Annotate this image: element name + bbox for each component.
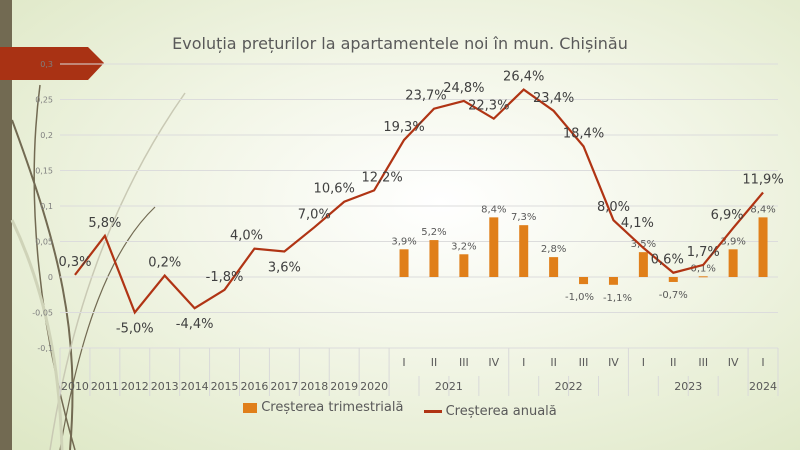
bar (549, 257, 559, 277)
bar (459, 254, 469, 277)
bar (758, 217, 768, 277)
x-group-label: 2022 (555, 380, 583, 393)
bar (399, 249, 409, 277)
chart-title: Evoluția prețurilor la apartamentele noi… (172, 34, 628, 53)
line-data-label: 3,6% (268, 260, 301, 275)
x-group-label: 2024 (749, 380, 777, 393)
line-data-label: 8,0% (597, 200, 630, 215)
line-data-label: 0,6% (651, 253, 684, 268)
x-tick-label-quarter: III (579, 356, 589, 369)
y-tick-label: 0 (48, 273, 53, 282)
bar-data-label: 7,3% (511, 212, 536, 223)
x-tick-label-quarter: IV (488, 356, 499, 369)
y-tick-label: 0,3 (40, 60, 53, 69)
bar-data-label: 3,5% (631, 239, 656, 250)
legend-item-quarterly: Creșterea trimestrială (243, 400, 403, 415)
line-data-label: 4,0% (230, 229, 263, 244)
line-data-label: 23,4% (533, 91, 574, 106)
y-tick-label: 0,1 (40, 202, 53, 211)
legend: Creșterea trimestrială Creșterea anuală (0, 400, 800, 419)
bar-data-label: 8,4% (481, 204, 506, 215)
x-tick-label-year: 2019 (330, 380, 358, 393)
x-tick-label-year: 2014 (181, 380, 209, 393)
x-group-label: 2021 (435, 380, 463, 393)
line-data-label: 22,3% (468, 99, 509, 114)
x-tick-label-year: 2013 (151, 380, 179, 393)
x-tick-label-quarter: I (761, 356, 764, 369)
x-tick-label-quarter: II (431, 356, 438, 369)
annual-growth-line (74, 88, 764, 315)
bar-data-label: 0,1% (691, 263, 716, 274)
bar (489, 217, 499, 277)
line-data-label: 4,1% (621, 216, 654, 231)
line-data-label: 23,7% (405, 89, 446, 104)
bar (728, 249, 738, 277)
line-data-label: 24,8% (443, 81, 484, 96)
x-tick-label-year: 2017 (270, 380, 298, 393)
line-data-label: 0,2% (148, 256, 181, 271)
legend-swatch-line (423, 409, 442, 413)
y-tick-label: 0,2 (40, 131, 53, 140)
y-tick-label: -0,1 (37, 344, 53, 353)
line-data-label: 12,2% (361, 170, 402, 185)
x-tick-label-year: 2020 (360, 380, 388, 393)
x-tick-label-quarter: III (459, 356, 469, 369)
bar (608, 277, 618, 285)
x-tick-label-quarter: I (402, 356, 405, 369)
x-tick-label-quarter: I (642, 356, 645, 369)
line-data-label: -5,0% (116, 322, 154, 337)
line-data-label: 19,3% (383, 120, 424, 135)
bar-data-label: -1,1% (603, 293, 632, 304)
line-data-label: 0,3% (58, 255, 91, 270)
x-tick-label-year: 2018 (300, 380, 328, 393)
x-tick-label-year: 2010 (61, 380, 89, 393)
y-tick-label: -0,05 (32, 309, 53, 318)
bar-data-label: 3,2% (451, 241, 476, 252)
bar-data-label: -1,0% (565, 292, 594, 303)
bar-data-label: 8,4% (750, 204, 775, 215)
bar-data-label: -0,7% (659, 290, 688, 301)
legend-label: Creșterea anuală (445, 403, 557, 419)
x-tick-label-quarter: IV (608, 356, 619, 369)
x-tick-label-quarter: III (698, 356, 708, 369)
bar-data-label: 3,9% (391, 236, 416, 247)
bar-data-label: 5,2% (421, 227, 446, 238)
line-data-label: 5,8% (88, 216, 121, 231)
line-data-label: 10,6% (314, 182, 355, 197)
bar (429, 240, 439, 277)
line-data-label: 26,4% (503, 70, 544, 85)
bar-data-label: 3,9% (720, 236, 745, 247)
bar (519, 225, 529, 277)
x-tick-label-quarter: II (670, 356, 677, 369)
line-data-label: 6,9% (711, 208, 744, 223)
bar (698, 276, 708, 278)
x-tick-label-quarter: II (550, 356, 557, 369)
y-tick-label: 0,15 (35, 167, 53, 176)
side-stripe (0, 0, 12, 450)
line-data-label: -1,8% (206, 270, 244, 285)
line-data-label: 1,7% (687, 245, 720, 260)
x-tick-label-quarter: IV (728, 356, 739, 369)
legend-item-annual: Creșterea anuală (423, 403, 557, 419)
bar (638, 252, 648, 277)
x-tick-label-year: 2012 (121, 380, 149, 393)
line-data-label: 11,9% (742, 173, 783, 188)
y-tick-label: 0,25 (35, 96, 53, 105)
bar (668, 277, 678, 282)
line-data-label: 7,0% (298, 207, 331, 222)
x-group-label: 2023 (674, 380, 702, 393)
line-data-label: -4,4% (176, 317, 214, 332)
bar-data-label: 2,8% (541, 244, 566, 255)
x-tick-label-year: 2015 (211, 380, 239, 393)
legend-label: Creșterea trimestrială (261, 400, 404, 415)
x-tick-label-quarter: I (522, 356, 525, 369)
bar (579, 277, 589, 285)
x-tick-label-year: 2016 (241, 380, 269, 393)
line-data-label: 18,4% (563, 126, 604, 141)
legend-swatch-bar (243, 402, 258, 413)
x-tick-label-year: 2011 (91, 380, 119, 393)
y-tick-label: 0,05 (35, 238, 53, 247)
